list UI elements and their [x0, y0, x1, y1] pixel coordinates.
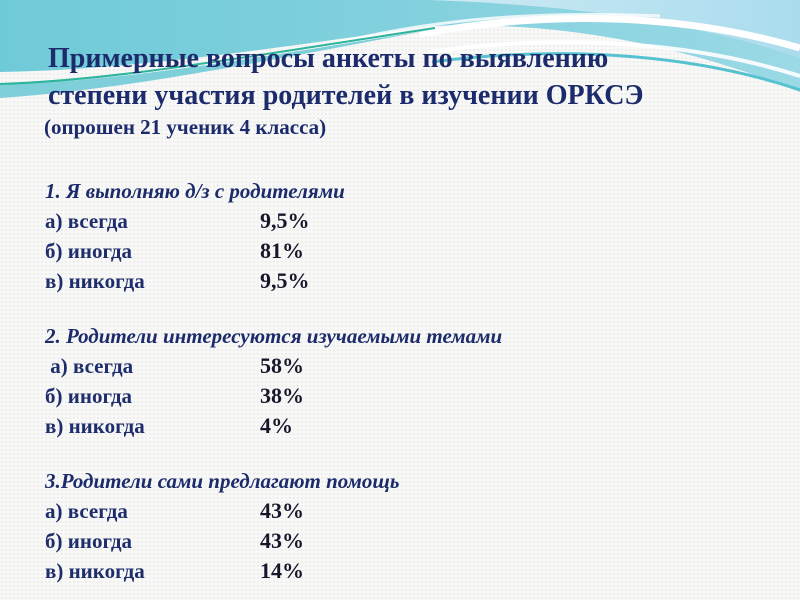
answer-label: в) никогда	[45, 559, 145, 583]
answer-row: б) иногда 43%	[45, 526, 665, 556]
answer-row: б) иногда 81%	[45, 236, 665, 266]
answer-row: б) иногда 38%	[45, 381, 665, 411]
answer-label: а) всегда	[45, 499, 128, 523]
answer-label: в) никогда	[45, 269, 145, 293]
answer-label: в) никогда	[45, 414, 145, 438]
answer-label: а) всегда	[45, 209, 128, 233]
slide-title-line2: степени участия родителей в изучении ОРК…	[48, 80, 644, 111]
slide-title-line1: Примерные вопросы анкеты по выявлению	[48, 43, 609, 74]
survey-results: 1. Я выполняю д/з с родителями а) всегда…	[45, 176, 665, 600]
question-header: 3.Родители сами предлагают помощь	[45, 469, 400, 493]
answer-value: 9,5%	[260, 208, 310, 233]
answer-row: в) никогда 9,5%	[45, 266, 665, 296]
answer-row: в) никогда 14%	[45, 556, 665, 586]
answer-value: 14%	[260, 558, 304, 583]
answer-value: 38%	[260, 383, 304, 408]
answer-label: б) иногда	[45, 239, 133, 263]
slide-title: Примерные вопросы анкеты по выявлению ст…	[48, 40, 768, 114]
answer-value: 43%	[260, 528, 304, 553]
answer-value: 58%	[260, 353, 304, 378]
answer-value: 9,5%	[260, 268, 310, 293]
answer-value: 43%	[260, 498, 304, 523]
answer-row: а) всегда 9,5%	[45, 206, 665, 236]
answer-row: а) всегда 43%	[45, 496, 665, 526]
answer-label: а) всегда	[45, 354, 134, 378]
answer-value: 4%	[260, 413, 293, 438]
answer-row: в) никогда 4%	[45, 411, 665, 441]
question-block-2: 2. Родители интересуются изучаемыми тема…	[45, 321, 665, 441]
question-header: 1. Я выполняю д/з с родителями	[45, 179, 345, 203]
answer-label: б) иногда	[45, 529, 133, 553]
question-header: 2. Родители интересуются изучаемыми тема…	[45, 324, 503, 348]
question-block-1: 1. Я выполняю д/з с родителями а) всегда…	[45, 176, 665, 296]
answer-label: б) иногда	[45, 384, 133, 408]
slide-subtitle: (опрошен 21 ученик 4 класса)	[44, 115, 327, 139]
question-block-3: 3.Родители сами предлагают помощь а) все…	[45, 466, 665, 586]
answer-row: а) всегда 58%	[45, 351, 665, 381]
answer-value: 81%	[260, 238, 304, 263]
